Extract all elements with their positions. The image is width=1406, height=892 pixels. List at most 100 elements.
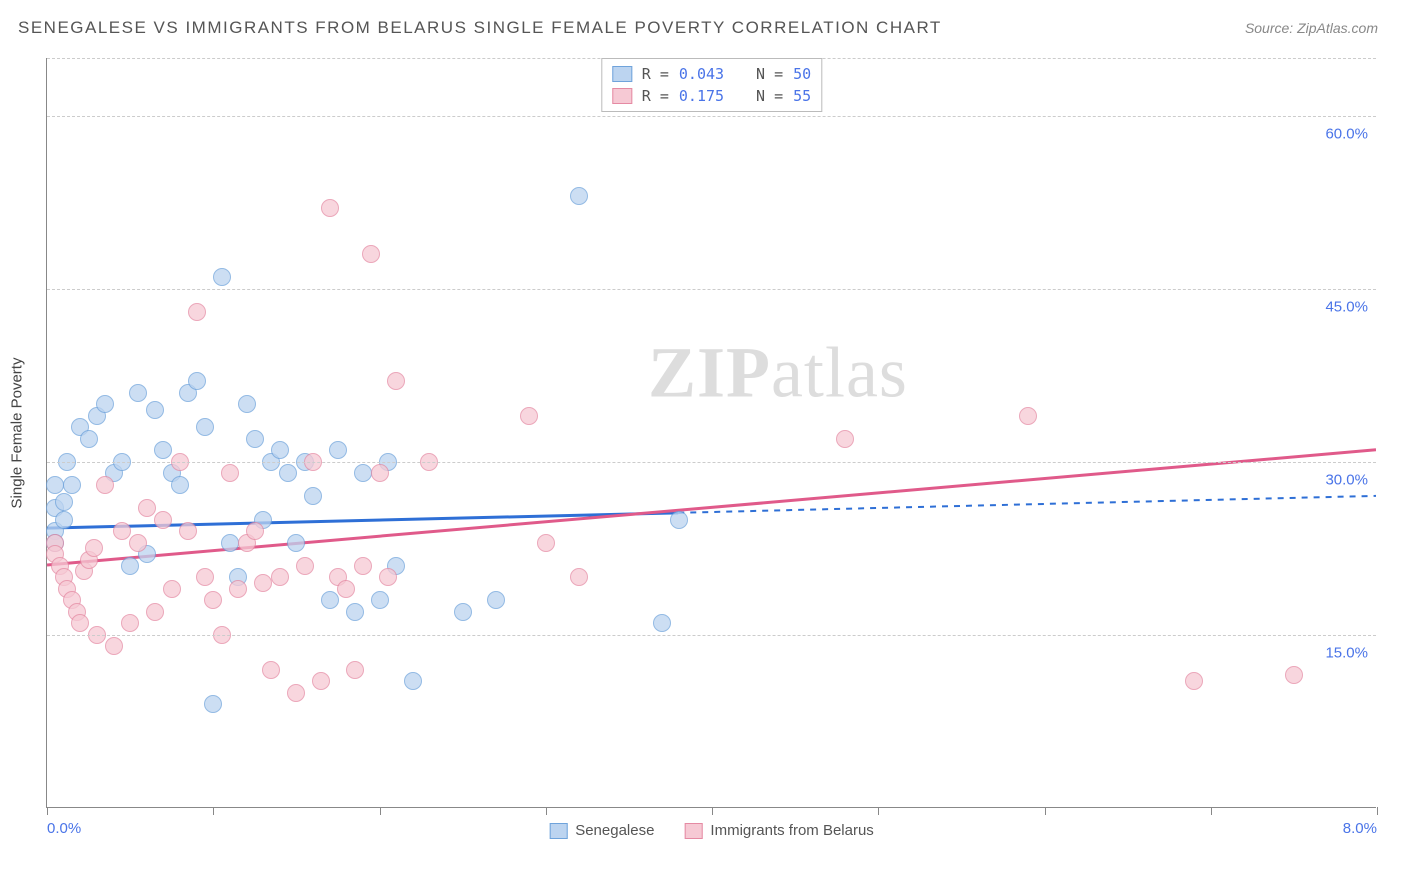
data-point bbox=[113, 522, 131, 540]
x-tick bbox=[878, 807, 879, 815]
data-point bbox=[154, 511, 172, 529]
data-point bbox=[296, 557, 314, 575]
data-point bbox=[55, 511, 73, 529]
data-point bbox=[271, 441, 289, 459]
data-point bbox=[354, 557, 372, 575]
legend-label: Immigrants from Belarus bbox=[710, 822, 873, 839]
data-point bbox=[454, 603, 472, 621]
legend-n-label: N = bbox=[756, 87, 783, 105]
chart-area: Single Female Poverty ZIPatlas R =0.043N… bbox=[46, 58, 1376, 808]
data-point bbox=[653, 614, 671, 632]
data-point bbox=[96, 395, 114, 413]
data-point bbox=[321, 199, 339, 217]
data-point bbox=[271, 568, 289, 586]
gridline bbox=[47, 635, 1376, 636]
data-point bbox=[1185, 672, 1203, 690]
data-point bbox=[105, 637, 123, 655]
data-point bbox=[321, 591, 339, 609]
gridline bbox=[47, 289, 1376, 290]
data-point bbox=[188, 303, 206, 321]
data-point bbox=[362, 245, 380, 263]
data-point bbox=[487, 591, 505, 609]
data-point bbox=[229, 580, 247, 598]
data-point bbox=[537, 534, 555, 552]
data-point bbox=[254, 574, 272, 592]
x-tick bbox=[47, 807, 48, 815]
data-point bbox=[262, 661, 280, 679]
legend-r-value: 0.175 bbox=[679, 87, 724, 105]
data-point bbox=[138, 499, 156, 517]
y-tick-label: 30.0% bbox=[1325, 471, 1368, 488]
data-point bbox=[71, 614, 89, 632]
data-point bbox=[46, 476, 64, 494]
legend-row: R = 0.175 N = 55 bbox=[612, 85, 811, 107]
plot-area bbox=[47, 58, 1376, 807]
data-point bbox=[346, 603, 364, 621]
data-point bbox=[246, 522, 264, 540]
legend-r-value: 0.043 bbox=[679, 65, 724, 83]
data-point bbox=[379, 568, 397, 586]
legend-n-value: 55 bbox=[793, 87, 811, 105]
data-point bbox=[279, 464, 297, 482]
data-point bbox=[329, 441, 347, 459]
legend-correlation: R = 0.043 N = 50 R = 0.175 N = 55 bbox=[601, 58, 822, 112]
data-point bbox=[163, 580, 181, 598]
legend-n-value: 50 bbox=[793, 65, 811, 83]
data-point bbox=[404, 672, 422, 690]
x-tick-label: 8.0% bbox=[1343, 820, 1377, 837]
x-tick bbox=[213, 807, 214, 815]
data-point bbox=[154, 441, 172, 459]
data-point bbox=[520, 407, 538, 425]
legend-swatch bbox=[612, 66, 632, 82]
data-point bbox=[55, 493, 73, 511]
data-point bbox=[121, 614, 139, 632]
data-point bbox=[129, 384, 147, 402]
x-tick bbox=[1211, 807, 1212, 815]
data-point bbox=[213, 268, 231, 286]
data-point bbox=[346, 661, 364, 679]
data-point bbox=[196, 568, 214, 586]
x-tick bbox=[1045, 807, 1046, 815]
gridline bbox=[47, 116, 1376, 117]
data-point bbox=[570, 568, 588, 586]
y-tick-label: 45.0% bbox=[1325, 298, 1368, 315]
x-tick bbox=[1377, 807, 1378, 815]
data-point bbox=[387, 372, 405, 390]
data-point bbox=[354, 464, 372, 482]
legend-series: SenegaleseImmigrants from Belarus bbox=[549, 822, 874, 839]
legend-swatch bbox=[684, 823, 702, 839]
gridline bbox=[47, 462, 1376, 463]
legend-r-label: R = bbox=[642, 87, 669, 105]
data-point bbox=[221, 534, 239, 552]
data-point bbox=[85, 539, 103, 557]
data-point bbox=[188, 372, 206, 390]
y-tick-label: 60.0% bbox=[1325, 125, 1368, 142]
data-point bbox=[246, 430, 264, 448]
data-point bbox=[204, 695, 222, 713]
data-point bbox=[146, 603, 164, 621]
data-point bbox=[1019, 407, 1037, 425]
data-point bbox=[287, 534, 305, 552]
data-point bbox=[171, 476, 189, 494]
data-point bbox=[238, 395, 256, 413]
data-point bbox=[204, 591, 222, 609]
x-tick bbox=[546, 807, 547, 815]
data-point bbox=[570, 187, 588, 205]
data-point bbox=[836, 430, 854, 448]
legend-r-label: R = bbox=[642, 65, 669, 83]
data-point bbox=[1285, 666, 1303, 684]
source-label: Source: ZipAtlas.com bbox=[1245, 20, 1378, 36]
data-point bbox=[337, 580, 355, 598]
data-point bbox=[146, 401, 164, 419]
y-tick-label: 15.0% bbox=[1325, 644, 1368, 661]
data-point bbox=[129, 534, 147, 552]
legend-row: R =0.043N =50 bbox=[612, 63, 811, 85]
x-tick-label: 0.0% bbox=[47, 820, 81, 837]
data-point bbox=[179, 522, 197, 540]
x-tick bbox=[380, 807, 381, 815]
y-axis-label: Single Female Poverty bbox=[9, 357, 26, 508]
data-point bbox=[96, 476, 114, 494]
data-point bbox=[304, 487, 322, 505]
data-point bbox=[312, 672, 330, 690]
data-point bbox=[121, 557, 139, 575]
